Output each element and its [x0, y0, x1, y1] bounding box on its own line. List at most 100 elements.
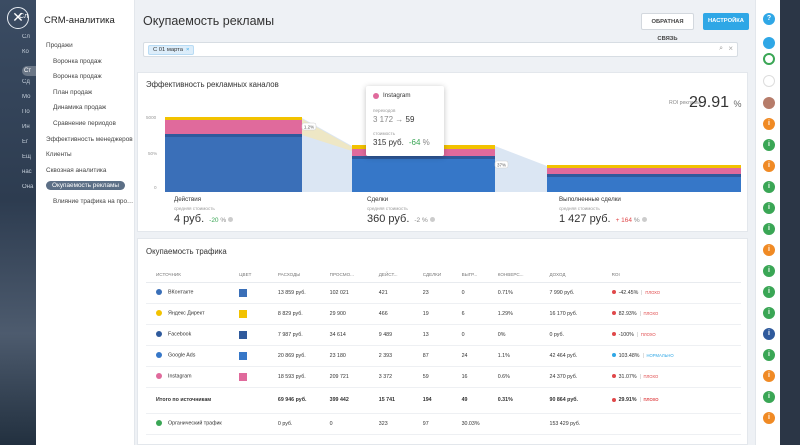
sidebar-item-label: Эффективность менеджеров	[46, 135, 133, 143]
color-cell[interactable]	[239, 303, 278, 325]
contact-avatar[interactable]: i	[763, 265, 775, 277]
bar-3-yandex[interactable]	[547, 165, 741, 168]
stage-deals: Сделки средняя стоимость 360 руб. -2 %	[367, 196, 435, 225]
bar-3-google[interactable]	[547, 177, 741, 192]
search-contacts-icon[interactable]	[763, 75, 775, 87]
table-row[interactable]: Яндекс Директ 8 829 руб. 29 900 466 19 6 1.29%…	[146, 303, 741, 325]
search-icon[interactable]: ⌕	[719, 45, 723, 52]
color-cell[interactable]	[239, 282, 278, 304]
contact-avatar[interactable]: i	[763, 349, 775, 361]
column-header[interactable]: Доход	[549, 268, 612, 283]
column-header[interactable]: Цвет	[239, 268, 278, 283]
table-header-row: Источник Цвет Расходы Просмо... Дейст... Сдел…	[146, 268, 741, 283]
revenue-cell: 153 429 руб.	[549, 413, 612, 435]
contact-avatar[interactable]: i	[763, 223, 775, 235]
bar-2-google[interactable]	[352, 159, 495, 192]
rail-menu-item[interactable]: Сл	[22, 34, 30, 40]
bar-3-instagram[interactable]	[547, 168, 741, 174]
sidebar-item[interactable]: План продаж	[36, 85, 135, 101]
contact-avatar[interactable]: i	[763, 118, 775, 130]
close-icon[interactable]: ✕	[7, 7, 29, 29]
color-cell[interactable]	[239, 366, 278, 388]
color-cell[interactable]	[239, 345, 278, 367]
rail-menu-item[interactable]: Мо	[22, 94, 31, 100]
clear-icon[interactable]: ×	[728, 44, 733, 53]
sidebar-item[interactable]: Сквозная аналитика	[36, 163, 135, 179]
stage-delta-value: -20	[209, 217, 219, 224]
settings-button[interactable]: НАСТРОЙКА	[703, 13, 749, 30]
date-filter-chip[interactable]: С 01 марта ×	[148, 45, 195, 55]
column-header[interactable]: Расходы	[277, 268, 330, 283]
rail-menu-item[interactable]: Сд	[22, 79, 30, 85]
chip-close-icon[interactable]: ×	[185, 47, 190, 53]
color-swatch[interactable]	[239, 372, 248, 381]
contact-avatar[interactable]: i	[763, 139, 775, 151]
contact-avatar[interactable]: i	[763, 328, 775, 340]
contact-avatar[interactable]: i	[763, 412, 775, 424]
table-row[interactable]: Facebook 7 987 руб. 34 614 9 489 13 0 0% 0 руб.…	[146, 324, 741, 346]
chat-icon[interactable]	[763, 53, 775, 65]
sidebar-item[interactable]: Воронка продаж	[36, 69, 135, 85]
contact-avatar[interactable]: i	[763, 391, 775, 403]
feedback-button[interactable]: ОБРАТНАЯ СВЯЗЬ	[641, 13, 694, 42]
sidebar-item[interactable]: Динамика продаж	[36, 100, 135, 116]
rail-menu-item[interactable]: нас	[22, 169, 32, 175]
rail-menu-item[interactable]: Ещ	[22, 154, 31, 160]
column-header[interactable]: Просмо...	[329, 268, 379, 283]
column-header[interactable]: Выгр...	[461, 268, 498, 283]
color-swatch[interactable]	[239, 351, 248, 360]
marker-2: 37%	[497, 163, 506, 168]
color-swatch[interactable]	[239, 309, 248, 318]
contact-avatar[interactable]: i	[763, 181, 775, 193]
sidebar-item[interactable]: Сравнение периодов	[36, 116, 135, 132]
info-icon[interactable]	[429, 217, 435, 222]
sidebar-item[interactable]: Продажи	[36, 38, 135, 54]
color-cell[interactable]	[239, 324, 278, 346]
column-header[interactable]: Конверс...	[497, 268, 550, 283]
bar-1-facebook[interactable]	[165, 134, 302, 137]
table-row[interactable]: Instagram 18 593 руб. 209 721 3 372 59 16 0.6%…	[146, 366, 741, 388]
contact-avatar[interactable]: i	[763, 160, 775, 172]
sidebar-item[interactable]: Воронка продаж	[36, 54, 135, 70]
contact-avatar[interactable]: i	[763, 202, 775, 214]
contact-avatar[interactable]: i	[763, 286, 775, 298]
notifications-icon[interactable]	[763, 37, 775, 49]
column-header[interactable]: Сделки	[422, 268, 462, 283]
organic-row[interactable]: Органический трафик 0 руб. 0 323 97 30.03% 153…	[146, 413, 741, 435]
info-icon[interactable]	[641, 217, 647, 222]
bar-1-yandex[interactable]	[165, 117, 302, 120]
table-row[interactable]: ВКонтакте 13 859 руб. 102 021 421 23 0 0.71% 7 …	[146, 282, 741, 304]
deals-cell: 87	[422, 345, 462, 367]
bar-1-vk[interactable]	[165, 137, 302, 192]
color-swatch[interactable]	[239, 288, 248, 297]
source-cell: Instagram	[146, 366, 240, 388]
rail-menu-item[interactable]: Ин	[22, 124, 30, 130]
color-swatch[interactable]	[239, 330, 248, 339]
rail-menu-item[interactable]: Ко	[22, 49, 29, 55]
rail-menu-item[interactable]: Ст	[22, 66, 36, 76]
rail-menu-item[interactable]: По	[22, 109, 30, 115]
sidebar-item[interactable]: Влияние трафика на продажи	[36, 194, 135, 210]
filter-search-input[interactable]: С 01 марта × ⌕ ×	[143, 42, 738, 57]
bar-1-instagram[interactable]	[165, 120, 302, 134]
sidebar-item[interactable]: Клиенты	[36, 147, 135, 163]
column-header[interactable]: ROI	[611, 268, 741, 283]
roi-cell: 82.93% ПЛОХО	[611, 303, 741, 325]
bar-2-facebook[interactable]	[352, 156, 495, 159]
rail-menu-item[interactable]: Она	[22, 184, 34, 190]
help-icon[interactable]: ?	[763, 13, 775, 25]
contact-avatar[interactable]: i	[763, 370, 775, 382]
info-icon[interactable]	[228, 217, 234, 222]
avatar[interactable]	[763, 97, 775, 109]
contact-avatar[interactable]: i	[763, 244, 775, 256]
sidebar-item[interactable]: Окупаемость рекламы	[36, 178, 135, 194]
contact-avatar[interactable]: i	[763, 307, 775, 319]
bar-3-facebook[interactable]	[547, 174, 741, 177]
sidebar-item[interactable]: Эффективность менеджеров	[36, 132, 135, 148]
column-header[interactable]: Дейст...	[378, 268, 423, 283]
stage-name: Действия	[174, 196, 202, 203]
rail-menu-item[interactable]: Ег	[22, 139, 29, 145]
table-row[interactable]: Google Ads 20 869 руб. 23 180 2 393 87 24 1.1%…	[146, 345, 741, 367]
funnel-chart[interactable]: 1.2% 37%	[160, 116, 745, 194]
column-header[interactable]: Источник	[146, 268, 240, 283]
